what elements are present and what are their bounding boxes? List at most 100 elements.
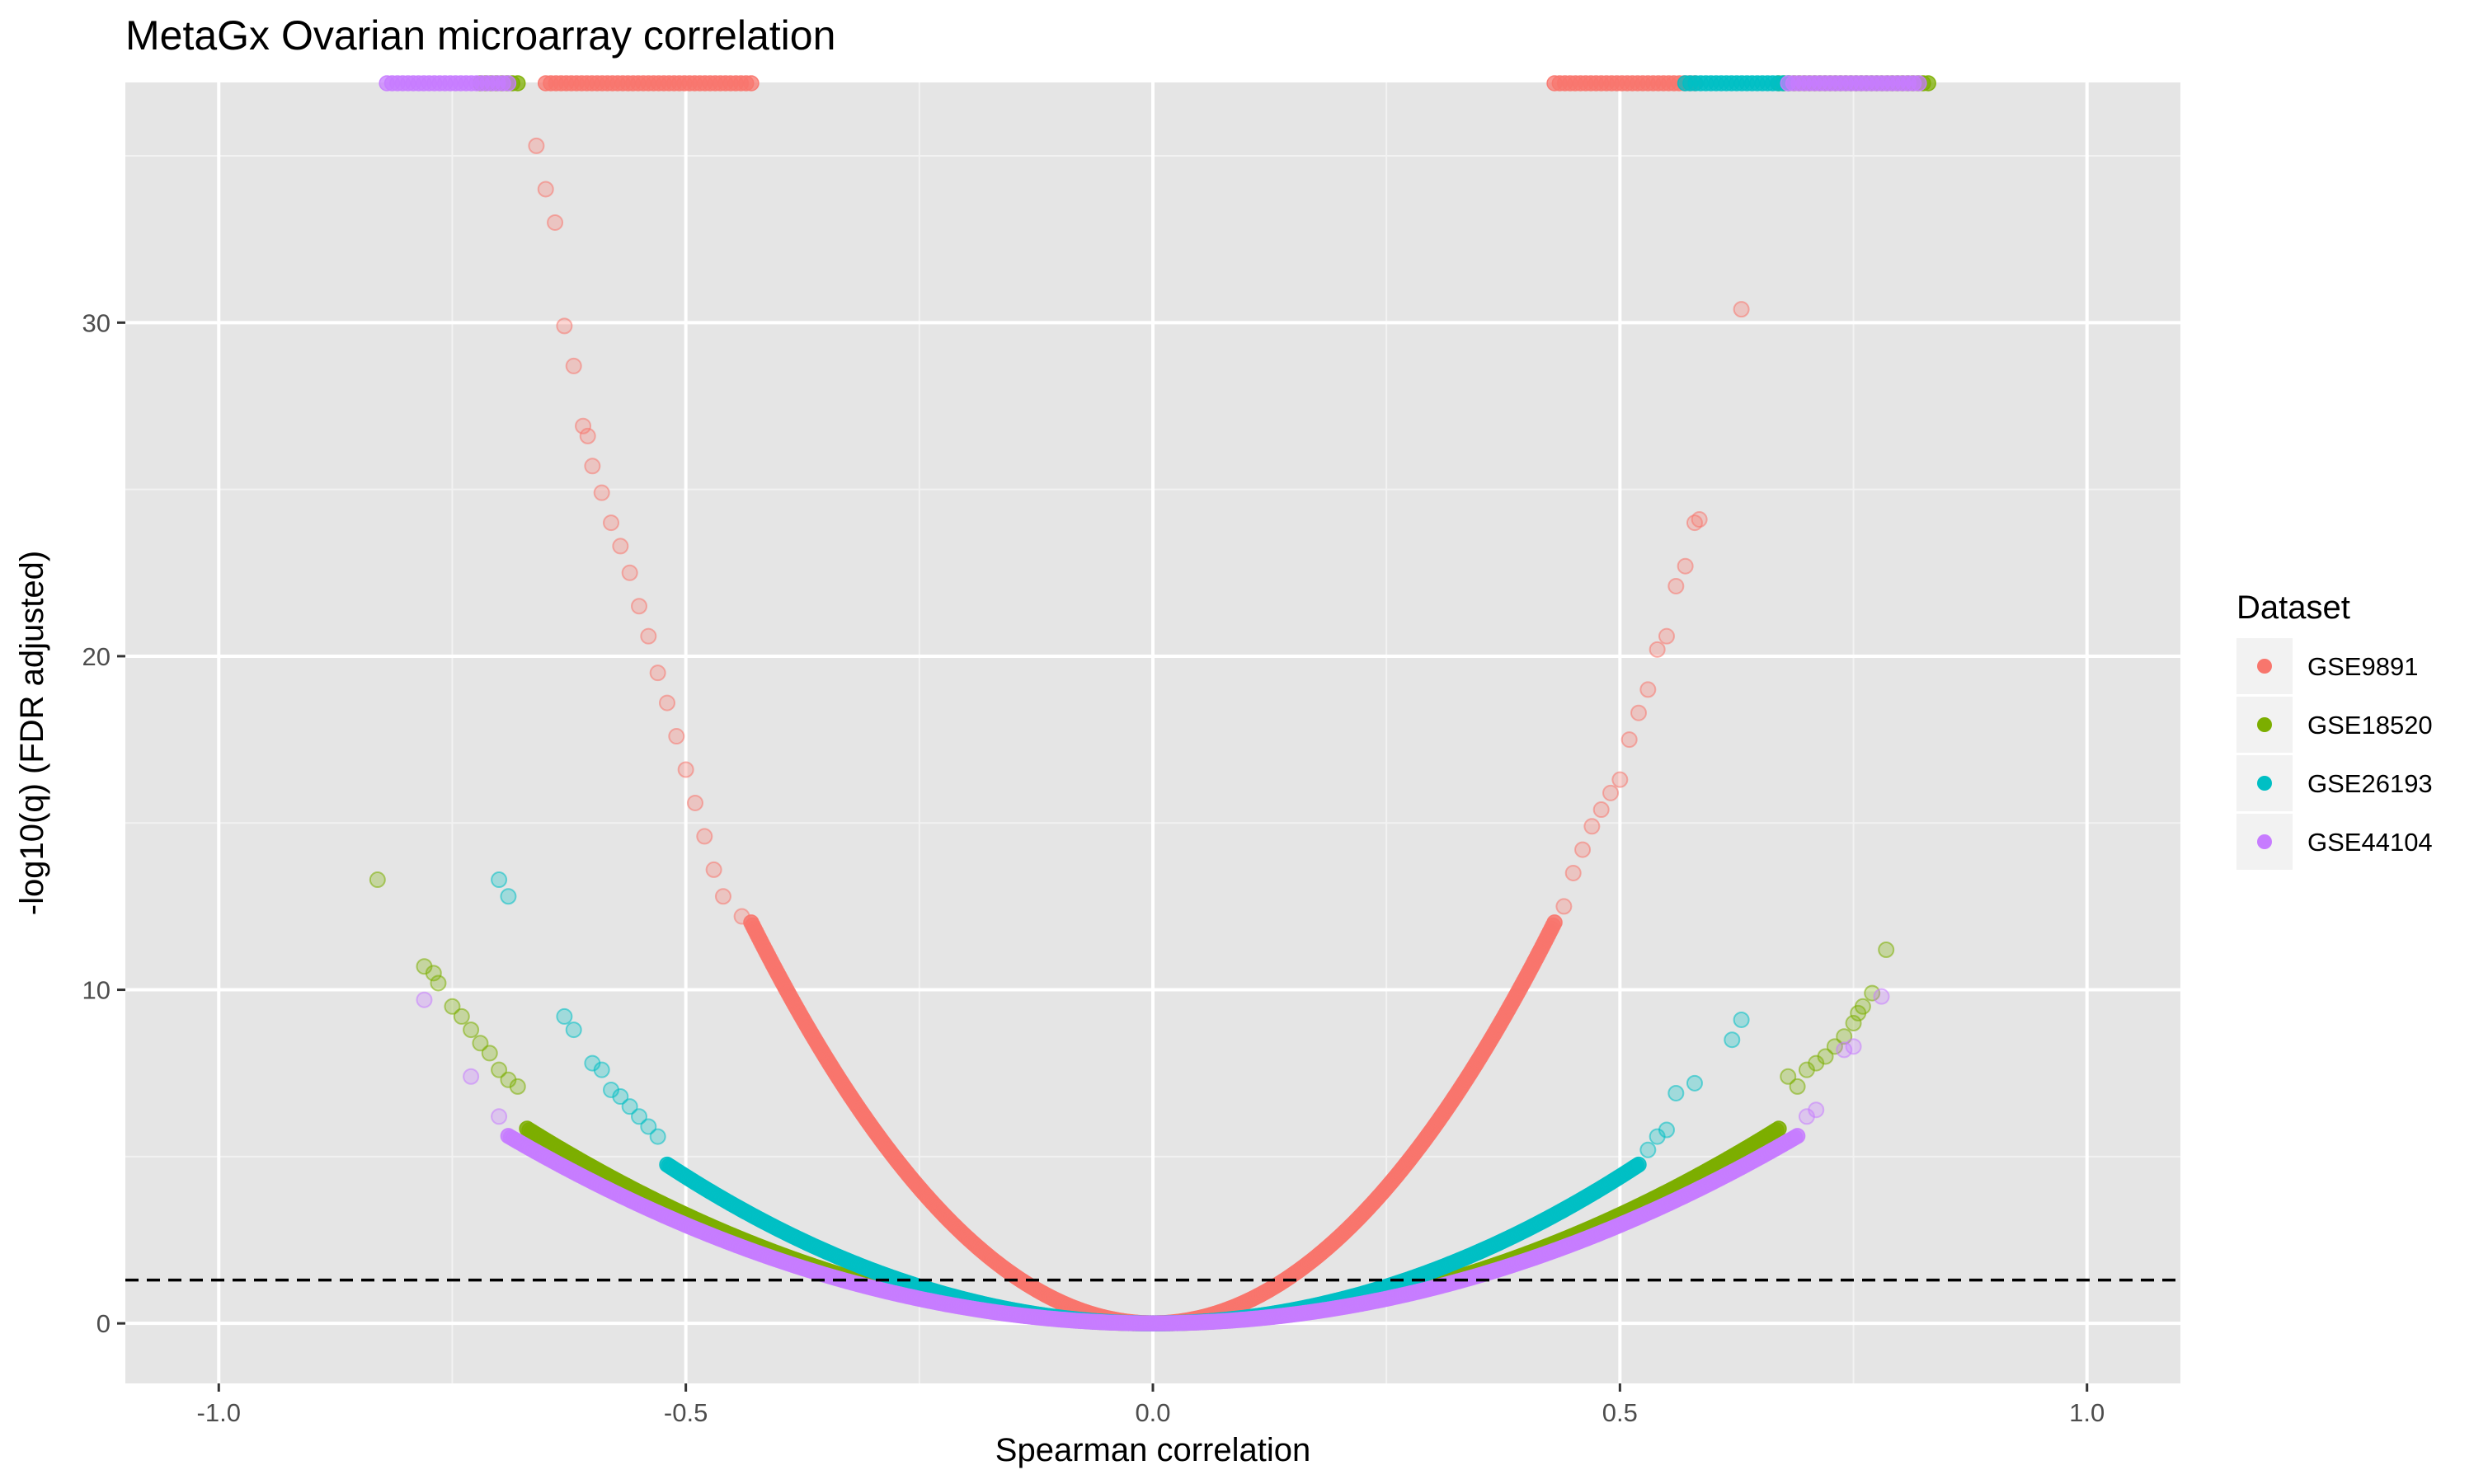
data-point: [1583, 818, 1601, 835]
data-point: [696, 828, 713, 845]
legend-item-GSE26193: GSE26193: [2236, 755, 2433, 811]
series-GSE18520-outliers: [369, 871, 1895, 1095]
series-GSE9891-capped: [537, 75, 1703, 92]
legend-item-GSE9891: GSE9891: [2236, 638, 2418, 694]
x-tick-label: -0.5: [664, 1398, 708, 1427]
data-point: [603, 514, 620, 532]
data-point: [640, 1118, 657, 1135]
data-point: [1780, 1068, 1797, 1085]
legend-key-dot: [2257, 834, 2272, 849]
data-point: [463, 1021, 480, 1039]
data-point: [565, 357, 582, 374]
data-point: [733, 908, 750, 925]
y-axis-title: -log10(q) (FDR adjusted): [14, 551, 50, 915]
data-point: [1630, 1156, 1647, 1173]
data-point: [1836, 1028, 1853, 1045]
data-point: [649, 1128, 666, 1145]
data-point: [1639, 1141, 1657, 1158]
y-tick-label: 0: [96, 1309, 111, 1338]
data-point: [1911, 75, 1927, 92]
x-tick-label: 0.5: [1602, 1398, 1638, 1427]
data-point: [425, 965, 442, 982]
data-point: [1845, 1038, 1862, 1055]
data-point: [658, 694, 675, 711]
data-point: [416, 991, 433, 1008]
data-point: [1724, 1031, 1741, 1049]
data-point: [528, 137, 545, 154]
data-point: [1639, 681, 1657, 698]
series-GSE44104-curve: [500, 1128, 1806, 1331]
data-point: [369, 871, 386, 889]
data-point: [430, 974, 447, 992]
data-point: [1667, 1084, 1685, 1101]
legend-key-dot: [2257, 776, 2272, 791]
data-point: [677, 761, 694, 778]
data-point: [1555, 898, 1573, 915]
data-point: [1546, 914, 1563, 931]
data-point: [1854, 998, 1871, 1015]
series-GSE9891: [528, 75, 1750, 1331]
data-point: [500, 75, 517, 92]
data-point: [1667, 577, 1685, 594]
data-point: [537, 181, 554, 198]
data-point: [1691, 511, 1708, 528]
data-point: [1658, 1121, 1675, 1139]
data-point: [556, 317, 573, 335]
y-tick-label: 10: [82, 976, 111, 1005]
data-point: [705, 861, 722, 878]
data-point: [1611, 771, 1629, 788]
data-point: [575, 417, 592, 434]
legend-label: GSE26193: [2307, 769, 2433, 798]
series-GSE9891-outliers: [528, 137, 1750, 925]
data-point: [1602, 784, 1620, 801]
legend-title: Dataset: [2236, 589, 2350, 626]
data-point: [579, 427, 596, 444]
data-point: [491, 871, 508, 889]
data-point: [1677, 557, 1694, 575]
data-points: [369, 75, 1936, 1331]
legend-label: GSE9891: [2307, 652, 2418, 681]
data-point: [453, 1007, 470, 1025]
data-point: [1686, 1074, 1703, 1092]
series-GSE44104-capped: [379, 75, 1927, 92]
data-point: [1826, 1038, 1843, 1055]
chart-title: MetaGx Ovarian microarray correlation: [125, 12, 835, 59]
data-point: [1836, 1041, 1853, 1059]
data-point: [1649, 641, 1666, 658]
series-GSE44104: [379, 75, 1927, 1331]
data-point: [1658, 627, 1675, 645]
data-point: [1864, 984, 1881, 1002]
data-point: [1771, 1120, 1787, 1137]
legend-key-dot: [2257, 717, 2272, 732]
data-point: [1592, 801, 1610, 819]
x-axis-title: Spearman correlation: [995, 1432, 1310, 1468]
data-point: [1789, 1078, 1806, 1095]
y-tick-label: 20: [82, 642, 111, 671]
legend-label: GSE18520: [2307, 711, 2433, 740]
x-axis-ticks: -1.0 -0.5 0.0 0.5 1.0: [197, 1383, 2105, 1427]
series-GSE9891-curve: [743, 914, 1563, 1331]
data-point: [631, 598, 647, 615]
data-point: [584, 458, 601, 475]
y-tick-label: 30: [82, 308, 111, 337]
data-point: [1873, 988, 1890, 1005]
data-point: [1574, 841, 1592, 858]
data-point: [649, 665, 666, 682]
data-point: [640, 627, 657, 645]
data-point: [547, 214, 564, 231]
data-point: [621, 1098, 638, 1115]
data-point: [621, 564, 638, 581]
legend-item-GSE44104: GSE44104: [2236, 814, 2433, 870]
data-point: [481, 1045, 498, 1062]
data-point: [444, 998, 461, 1015]
data-point: [1789, 1128, 1806, 1144]
data-point: [556, 1007, 573, 1025]
series-GSE26193-capped: [1677, 75, 1797, 92]
x-tick-label: -1.0: [197, 1398, 241, 1427]
data-point: [668, 728, 685, 745]
legend-item-GSE18520: GSE18520: [2236, 697, 2433, 753]
data-point: [1733, 1011, 1750, 1028]
data-point: [565, 1021, 582, 1039]
data-point: [714, 888, 731, 905]
legend: Dataset GSE9891 GSE18520 GSE26193 GSE44104: [2236, 589, 2433, 870]
